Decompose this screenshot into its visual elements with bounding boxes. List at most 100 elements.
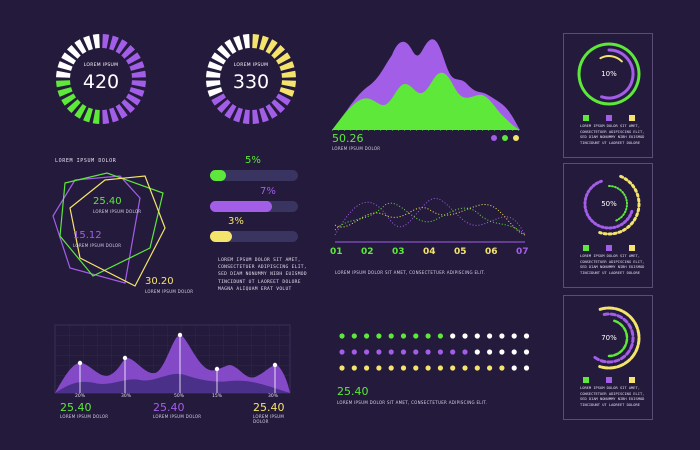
gauge-segment — [281, 70, 296, 78]
ring-panel-3-footer: LOREM IPSUM DOLOR SIT AMET, CONSECTETUER … — [563, 375, 653, 420]
polygon-value-1: 25.40 — [93, 196, 122, 207]
peak-marker-label: 30% — [121, 394, 132, 399]
ring-arc — [599, 55, 623, 63]
gauge-segment — [252, 34, 260, 49]
matrix-dot — [511, 349, 517, 355]
wave-tick: 02 — [361, 247, 374, 257]
wave-tick: 05 — [454, 247, 467, 257]
matrix-dot — [437, 333, 443, 339]
legend-dot-yellow — [513, 135, 519, 141]
gauge-420: LOREM IPSUM 420 — [55, 33, 147, 125]
gauge-segment — [121, 99, 136, 114]
paragraph-line: CONSECTETUER ADIPISCING ELIT, — [218, 265, 307, 271]
gauge-segment — [61, 52, 77, 65]
matrix-dot — [400, 365, 407, 371]
legend-dot-green — [502, 135, 508, 141]
peak-marker-dot — [77, 360, 83, 366]
matrix-dot — [462, 349, 468, 355]
matrix-dot — [376, 365, 382, 371]
gauge-segment — [206, 70, 221, 78]
gauge-segment — [211, 93, 227, 106]
gauge-segment — [271, 99, 286, 114]
matrix-dot — [376, 349, 382, 355]
wave-tick: 07 — [516, 247, 529, 257]
polygon-caption-2: LOREM IPSUM DOLOR — [73, 243, 122, 248]
gauge-segment — [129, 87, 145, 97]
legend-square-purple — [606, 245, 612, 251]
matrix-dot — [487, 333, 493, 339]
peak-stat-caption: LOREM IPSUM DOLOR — [60, 414, 109, 419]
gauge-value: 420 — [82, 71, 120, 93]
ring-2-percent: 50% — [601, 200, 617, 208]
gauge-segment — [56, 70, 71, 78]
gauge-segment — [259, 107, 269, 123]
gauge-segment — [242, 109, 250, 124]
progress-track-1 — [210, 170, 298, 181]
matrix-dot — [462, 365, 468, 371]
matrix-dot — [376, 333, 382, 339]
matrix-dot — [450, 365, 456, 371]
progress-label-3: 3% — [228, 216, 244, 227]
ring-2-text: LOREM IPSUM DOLOR SIT AMET, CONSECTETUER … — [580, 254, 645, 275]
legend-square-green — [583, 115, 589, 121]
matrix-dot — [388, 333, 394, 339]
dot-matrix: 25.40 LOREM IPSUM DOLOR SIT AMET, CONSEC… — [335, 330, 535, 415]
paragraph-line: TINCIDUNT UT LAOREET DOLORE — [218, 279, 301, 285]
progress-fill-2 — [210, 201, 272, 212]
matrix-dot — [339, 349, 345, 355]
gauge-segment — [115, 103, 128, 119]
peak-chart: 20% 30% 50% 15% 30% 25.40 LOREM IPSUM DO… — [54, 324, 291, 425]
gauge-segment — [224, 39, 237, 55]
gauge-segment — [61, 93, 77, 106]
area-chart-svg — [332, 39, 520, 131]
gauge-segment — [275, 52, 291, 65]
matrix-dot — [413, 349, 419, 355]
matrix-dot — [351, 349, 357, 355]
peak-stat-value: 25.40 — [153, 401, 185, 414]
wave-chart: 01 02 03 04 05 06 07 LOREM IPSUM DOLOR S… — [330, 180, 530, 280]
gauge-segment — [279, 87, 295, 97]
paragraph-line: MAGNA ALIQUAM ERAT VOLUT — [218, 286, 292, 292]
matrix-dot — [364, 333, 370, 339]
gauge-segment — [83, 107, 93, 123]
matrix-dot — [351, 333, 357, 339]
gauge-segment — [207, 87, 223, 97]
ring-arc — [607, 319, 629, 358]
gauge-segment — [265, 39, 278, 55]
paragraph-line: LOREM IPSUM DOLOR SIT AMET, — [218, 258, 301, 263]
matrix-dot — [437, 349, 443, 355]
matrix-dot — [351, 365, 357, 371]
ring-panel-2: 50% — [563, 163, 653, 288]
gauge-segment — [57, 87, 73, 97]
progress-label-2: 7% — [260, 186, 276, 197]
ring-1-text: LOREM IPSUM DOLOR SIT AMET, CONSECTETUER … — [580, 124, 645, 145]
ring-arc — [600, 48, 635, 100]
gauge-segment — [121, 44, 136, 59]
polygon-svg — [52, 172, 166, 287]
ring-1-percent: 10% — [601, 70, 617, 78]
matrix-dot — [487, 349, 493, 355]
matrix-dot — [413, 333, 419, 339]
ring-1-svg — [577, 42, 641, 106]
gauge-segment — [74, 39, 87, 55]
dot-matrix-value: 25.40 — [337, 385, 369, 398]
matrix-dot — [339, 365, 345, 371]
gauge-value: 330 — [232, 71, 270, 93]
ring-arc — [583, 179, 634, 230]
ring-panel-1-footer: LOREM IPSUM DOLOR SIT AMET, CONSECTETUER … — [563, 113, 653, 158]
gauge-segment — [92, 34, 100, 49]
matrix-dot — [388, 349, 394, 355]
matrix-dot — [425, 365, 431, 371]
wave-tick: 04 — [423, 247, 436, 257]
matrix-dot — [450, 349, 456, 355]
gauge-segment — [74, 103, 87, 119]
peak-marker-label: 15% — [212, 394, 223, 399]
gauge-segment — [275, 93, 291, 106]
progress-label-1: 5% — [245, 155, 261, 166]
gauge-segment — [102, 109, 110, 124]
gauge-segment — [125, 93, 141, 106]
matrix-dot — [400, 349, 407, 355]
gauge-420-ring — [56, 34, 146, 124]
gauge-segment — [279, 61, 295, 71]
paragraph-line: SED DIAM NONUMMY NIBH EUISMOD — [218, 272, 307, 278]
